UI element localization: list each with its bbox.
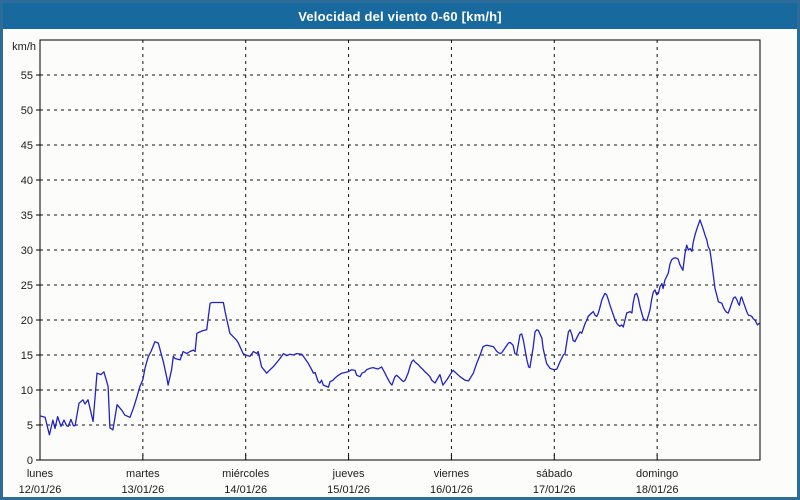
y-tick-label: 40 bbox=[21, 175, 33, 187]
y-tick-label: 10 bbox=[21, 385, 33, 397]
y-tick-label: 45 bbox=[21, 140, 33, 152]
chart-title-bar: Velocidad del viento 0-60 [km/h] bbox=[3, 3, 797, 29]
y-tick-label: 50 bbox=[21, 105, 33, 117]
y-tick-label: 55 bbox=[21, 70, 33, 82]
y-tick-label: 20 bbox=[21, 315, 33, 327]
y-axis-labels: 0 5 10 15 20 25 30 35 40 45 50 55 bbox=[21, 70, 33, 467]
x-day-label: miércoles bbox=[222, 468, 270, 480]
y-tick-label: 15 bbox=[21, 350, 33, 362]
chart-title: Velocidad del viento 0-60 [km/h] bbox=[298, 8, 502, 24]
x-date-label: 15/01/26 bbox=[327, 484, 370, 496]
y-tick-label: 35 bbox=[21, 210, 33, 222]
wind-chart-svg: km/h 0 5 10 15 20 25 30 35 40 45 50 55 lunes 12/01/2… bbox=[12, 39, 761, 496]
x-day-label: martes bbox=[126, 468, 160, 480]
axis-ticks bbox=[36, 74, 658, 461]
series-velocidad-del-viento bbox=[39, 219, 760, 436]
y-tick-label: 30 bbox=[21, 245, 33, 257]
y-axis-unit: km/h bbox=[12, 41, 36, 53]
x-date-label: 17/01/26 bbox=[533, 484, 576, 496]
y-axis-unit-label: km/h bbox=[12, 41, 36, 53]
gridlines bbox=[40, 40, 760, 460]
x-day-label: jueves bbox=[332, 468, 365, 480]
x-date-label: 13/01/26 bbox=[121, 484, 164, 496]
x-date-label: 14/01/26 bbox=[224, 484, 267, 496]
x-date-label: 16/01/26 bbox=[430, 484, 473, 496]
wind-speed-line bbox=[39, 219, 760, 436]
chart-area: km/h 0 5 10 15 20 25 30 35 40 45 50 55 lunes 12/01/2… bbox=[3, 29, 797, 497]
y-tick-label: 25 bbox=[21, 280, 33, 292]
x-date-label: 18/01/26 bbox=[636, 484, 679, 496]
x-date-label: 12/01/26 bbox=[19, 484, 62, 496]
x-day-label: lunes bbox=[27, 468, 54, 480]
x-axis-labels: lunes 12/01/26 martes 13/01/26 miércoles 14/0… bbox=[19, 468, 679, 496]
y-tick-label: 0 bbox=[27, 455, 33, 467]
x-day-label: sábado bbox=[536, 468, 572, 480]
x-day-label: domingo bbox=[636, 468, 678, 480]
x-day-label: viernes bbox=[434, 468, 470, 480]
y-tick-label: 5 bbox=[27, 420, 33, 432]
